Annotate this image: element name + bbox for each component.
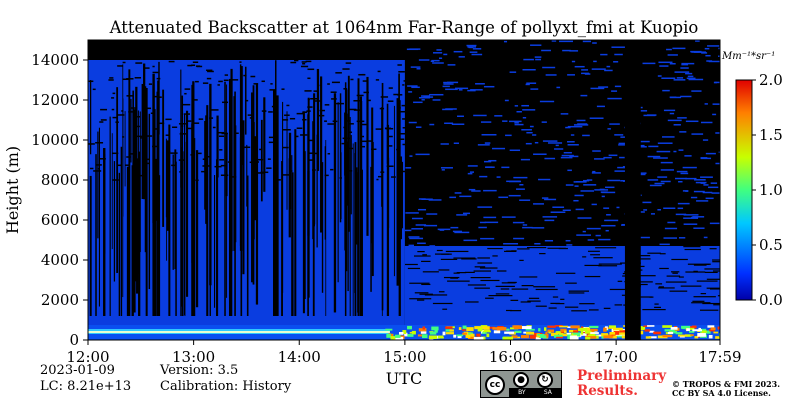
colorbar-tick-label: 2.0 bbox=[759, 71, 783, 89]
y-tick-label: 12000 bbox=[31, 91, 79, 109]
colorbar-unit: Mm⁻¹*sr⁻¹ bbox=[721, 51, 775, 62]
y-tick-label: 8000 bbox=[41, 171, 79, 189]
colorbar-tick-label: 0.5 bbox=[759, 236, 783, 254]
x-axis: 12:00 13:00 14:00 15:00 16:00 17:00 17:59 bbox=[66, 340, 742, 366]
y-tick-label: 10000 bbox=[31, 131, 79, 149]
by-icon: ● bbox=[513, 372, 529, 388]
x-tick-label: 14:00 bbox=[278, 348, 321, 366]
x-tick-label: 17:00 bbox=[595, 348, 638, 366]
preliminary-line-1: Preliminary bbox=[577, 368, 667, 384]
calibration-text: Calibration: History bbox=[160, 379, 292, 394]
by-label: BY bbox=[518, 389, 526, 396]
copyright-line-1: © TROPOS & FMI 2023. bbox=[672, 379, 781, 389]
date-text: 2023-01-09 bbox=[40, 363, 115, 378]
colorbar-tick-label: 1.5 bbox=[759, 126, 783, 144]
version-text: Version: 3.5 bbox=[160, 363, 239, 378]
colorbar: 0.0 0.5 1.0 1.5 2.0 bbox=[735, 71, 783, 309]
x-tick-label: 17:59 bbox=[698, 348, 741, 366]
chart-title: Attenuated Backscatter at 1064nm Far-Ran… bbox=[109, 18, 699, 37]
copyright-note: © TROPOS & FMI 2023. CC BY SA 4.0 Licens… bbox=[672, 380, 780, 398]
colorbar-tick-label: 1.0 bbox=[759, 181, 783, 199]
cc-icon: cc bbox=[485, 375, 505, 395]
sa-label: SA bbox=[543, 389, 552, 396]
x-tick-label: 15:00 bbox=[383, 348, 426, 366]
y-tick-label: 0 bbox=[69, 331, 79, 349]
y-axis-label: Height (m) bbox=[3, 146, 22, 234]
y-tick-label: 2000 bbox=[41, 291, 79, 309]
copyright-line-2: CC BY SA 4.0 License. bbox=[672, 388, 771, 398]
preliminary-note: Preliminary Results. bbox=[577, 369, 666, 399]
preliminary-line-2: Results. bbox=[577, 383, 638, 399]
lc-text: LC: 8.21e+13 bbox=[40, 379, 132, 394]
colorbar-tick-label: 0.0 bbox=[759, 291, 783, 309]
y-axis: 0 2000 4000 6000 8000 10000 12000 14000 bbox=[31, 51, 88, 349]
data-gap bbox=[624, 40, 641, 340]
cc-license-badge: cc ● ↻ BY SA bbox=[480, 370, 562, 398]
y-tick-label: 4000 bbox=[41, 251, 79, 269]
x-tick-label: 12:00 bbox=[66, 348, 109, 366]
x-axis-label: UTC bbox=[386, 369, 422, 388]
y-tick-label: 14000 bbox=[31, 51, 79, 69]
x-tick-label: 13:00 bbox=[172, 348, 215, 366]
y-tick-label: 6000 bbox=[41, 211, 79, 229]
sa-icon: ↻ bbox=[537, 372, 553, 388]
plot-area bbox=[88, 40, 720, 340]
x-tick-label: 16:00 bbox=[489, 348, 532, 366]
